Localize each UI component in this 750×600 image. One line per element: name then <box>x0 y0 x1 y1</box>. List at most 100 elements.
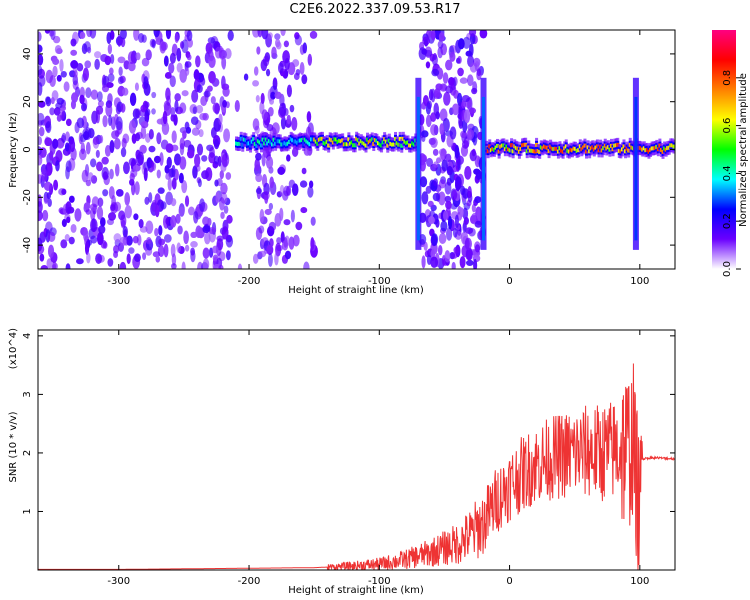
signal-core <box>280 142 284 147</box>
spike-core <box>634 96 638 241</box>
noise-blob <box>138 218 144 229</box>
noise-blob <box>171 130 177 144</box>
noise-blob <box>432 178 439 187</box>
noise-blob <box>310 237 315 251</box>
noise-blob <box>154 227 159 237</box>
signal-core <box>642 146 646 151</box>
signal-core <box>389 141 393 146</box>
signal-core <box>613 143 617 148</box>
noise-blob <box>474 196 482 204</box>
noise-blob <box>45 121 52 134</box>
snr-frame <box>37 329 676 571</box>
noise-blob <box>110 53 115 64</box>
signal-core <box>628 142 632 147</box>
signal-core <box>235 141 239 146</box>
y-tick-label: 3 <box>22 391 33 397</box>
signal-core <box>616 142 620 147</box>
noise-blob <box>121 137 127 149</box>
noise-blob <box>293 72 300 81</box>
noise-blob <box>207 217 212 226</box>
noise-blob <box>45 96 51 105</box>
noise-blob <box>49 107 55 116</box>
noise-blob <box>91 110 98 125</box>
noise-blob <box>465 247 473 261</box>
noise-blob <box>191 127 200 136</box>
signal-core <box>322 141 326 146</box>
signal-core <box>333 137 337 142</box>
noise-blob <box>291 117 298 131</box>
noise-blob <box>44 30 51 34</box>
signal-core <box>650 146 654 151</box>
noise-blob <box>76 258 84 265</box>
noise-blob <box>269 98 275 105</box>
signal-core <box>581 145 585 150</box>
noise-blob <box>176 242 181 253</box>
noise-blob <box>118 66 123 77</box>
noise-blob <box>460 185 466 196</box>
signal-core <box>597 148 601 153</box>
noise-blob <box>464 166 472 180</box>
noise-blob <box>208 227 217 235</box>
noise-blob <box>179 156 187 170</box>
noise-blob <box>171 177 177 190</box>
signal-core <box>506 147 510 152</box>
noise-blob <box>186 149 195 159</box>
noise-blob <box>115 188 124 197</box>
noise-blob <box>82 67 90 81</box>
signal-core <box>299 138 303 143</box>
noise-blob <box>301 74 308 85</box>
signal-core <box>308 142 312 147</box>
noise-blob <box>430 124 438 136</box>
noise-blob <box>210 96 216 105</box>
noise-blob <box>221 226 229 240</box>
colorbar-ticks: 0.0 0.2 0.4 0.6 0.8 <box>722 70 741 277</box>
noise-blob <box>449 51 456 62</box>
signal-core <box>622 144 626 149</box>
noise-blob <box>117 33 122 48</box>
noise-blob <box>118 210 126 221</box>
signal-core <box>644 148 648 153</box>
noise-blob <box>179 102 187 114</box>
noise-blob <box>307 186 314 198</box>
noise-blob <box>51 264 57 269</box>
signal-core <box>408 143 412 148</box>
noise-blob <box>452 227 458 238</box>
snr-line-layer <box>38 363 675 570</box>
signal-core <box>609 143 613 148</box>
colorbar-tick-label: 0.2 <box>722 213 733 229</box>
signal-core <box>511 149 515 154</box>
signal-core <box>366 137 370 142</box>
noise-blob <box>421 255 426 269</box>
colorbar-tick-label: 0.6 <box>722 118 733 134</box>
noise-blob <box>102 241 108 249</box>
x-tick-label: 0 <box>506 276 512 287</box>
noise-blob <box>113 245 120 254</box>
noise-blob <box>461 100 467 109</box>
signal-core <box>236 142 240 147</box>
signal-core <box>252 137 256 142</box>
signal-core <box>549 144 553 149</box>
signal-core <box>620 147 624 152</box>
signal-core <box>569 147 573 152</box>
noise-blob <box>438 233 447 244</box>
noise-blob <box>461 94 470 103</box>
noise-blob <box>200 76 206 86</box>
noise-blob <box>97 197 104 207</box>
noise-blob <box>226 214 233 224</box>
noise-blob <box>283 40 290 48</box>
signal-core <box>369 138 373 143</box>
noise-blob <box>146 237 152 245</box>
noise-blob <box>204 232 211 245</box>
noise-blob <box>284 57 290 71</box>
noise-blob <box>258 250 267 258</box>
noise-blob <box>144 101 150 109</box>
noise-blob <box>457 55 462 64</box>
signal-core <box>653 146 657 151</box>
noise-blob <box>255 187 262 195</box>
signal-core <box>310 137 314 142</box>
noise-blob <box>286 114 291 125</box>
signal-core <box>376 141 380 146</box>
signal-core <box>659 147 663 152</box>
noise-blob <box>133 30 140 41</box>
